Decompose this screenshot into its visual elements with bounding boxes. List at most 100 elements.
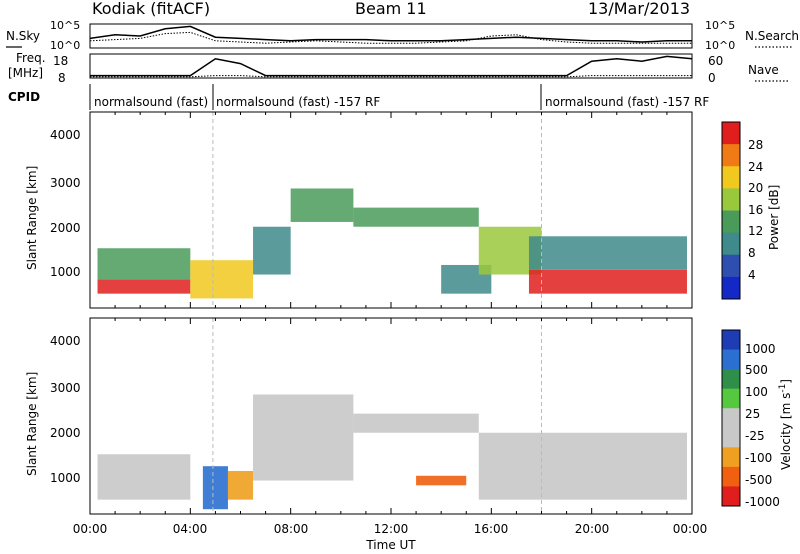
freq-right-tick-top: 60 — [708, 54, 723, 68]
x-axis-label: Time UT — [365, 538, 416, 552]
power-region — [253, 226, 291, 275]
velocity-label-exp: -1 — [778, 384, 788, 393]
freq-label-1: Freq. — [16, 51, 46, 65]
power-colorbar-swatch — [722, 144, 740, 167]
cpid-segment: normalsound (fast) -157 RF — [216, 95, 380, 109]
velocity-cbar-tick: -25 — [745, 429, 765, 443]
freq-label-2: [MHz] — [8, 66, 43, 80]
cpid-segment: normalsound (fast) -157 RF — [545, 95, 709, 109]
power-region — [528, 236, 687, 270]
velocity-colorbar-swatch — [722, 427, 740, 448]
x-tick-label: 08:00 — [274, 522, 309, 536]
nave-label: Nave — [748, 63, 779, 77]
velocity-region — [97, 454, 191, 500]
velocity-label-close: ] — [779, 379, 793, 384]
power-cbar-tick: 8 — [748, 246, 756, 260]
velocity-region — [416, 475, 467, 486]
nsky-trace — [89, 25, 692, 43]
power-region — [290, 188, 354, 222]
velocity-colorbar-swatch — [722, 486, 740, 507]
velocity-region — [478, 432, 687, 500]
noise-panel: N.Sky 10^5 10^0 10^5 10^0 N.Search — [6, 19, 799, 52]
velocity-ytick-label: 4000 — [50, 334, 81, 348]
velocity-colorbar: 1000 500 100 25 -25 -100 -500 -1000 Velo… — [721, 329, 793, 509]
power-ylabel: Slant Range [km] — [25, 166, 39, 270]
x-tick-label: 16:00 — [474, 522, 509, 536]
velocity-cbar-tick: -100 — [745, 451, 772, 465]
power-colorbar-swatches — [722, 122, 740, 300]
freq-left-tick-top: 18 — [53, 54, 68, 68]
velocity-colorbar-label: Velocity [m s-1] — [778, 379, 793, 470]
velocity-marks — [97, 318, 687, 514]
velocity-ytick-label: 2000 — [50, 426, 81, 440]
noise-left-top: 10^5 — [50, 19, 80, 32]
power-colorbar: 28 24 20 16 12 8 4 Power [dB] — [721, 121, 781, 300]
velocity-colorbar-swatch — [722, 330, 740, 351]
velocity-colorbar-swatch — [722, 388, 740, 409]
power-region — [528, 269, 687, 294]
noise-right-top: 10^5 — [705, 19, 735, 32]
freq-frame — [89, 53, 693, 79]
velocity-cbar-tick: 100 — [745, 385, 768, 399]
time-axis: 00:00 04:00 08:00 12:00 16:00 20:00 00:0… — [73, 112, 708, 552]
velocity-cbar-tick: -500 — [745, 473, 772, 487]
power-cbar-tick: 12 — [748, 224, 763, 238]
velocity-ylabel: Slant Range [km] — [25, 372, 39, 476]
power-colorbar-swatch — [722, 232, 740, 256]
x-tick-label: 12:00 — [374, 522, 409, 536]
velocity-region — [353, 413, 479, 433]
power-colorbar-swatch — [722, 122, 740, 145]
x-tick-label: 00:00 — [673, 522, 708, 536]
velocity-ytick-label: 1000 — [50, 471, 81, 485]
beam-title: Beam 11 — [355, 0, 427, 18]
velocity-cbar-tick: 25 — [745, 407, 760, 421]
noise-right-bottom: 10^0 — [705, 39, 735, 52]
power-ytick-label: 3000 — [50, 176, 81, 190]
velocity-colorbar-swatch — [722, 408, 740, 429]
velocity-colorbar-swatches — [722, 330, 740, 507]
power-ytick-label: 4000 — [50, 128, 81, 142]
cpid-row: CPID normalsound (fast) normalsound (fas… — [8, 84, 709, 110]
cpid-label: CPID — [8, 90, 40, 104]
power-cbar-tick: 20 — [748, 181, 763, 195]
cpid-segment: normalsound (fast) — [94, 95, 208, 109]
power-panel: 4000 3000 2000 1000 Slant Range [km] — [25, 111, 693, 309]
nsearch-trace — [89, 31, 692, 44]
power-region — [353, 207, 479, 227]
x-tick-label: 00:00 — [73, 522, 108, 536]
velocity-panel: 4000 3000 2000 1000 Slant Range [km] — [25, 317, 693, 515]
nave-trace — [90, 75, 692, 78]
velocity-cbar-tick: 500 — [745, 363, 768, 377]
velocity-region — [227, 470, 254, 500]
power-cbar-tick: 28 — [748, 138, 763, 152]
noise-left-bottom: 10^0 — [50, 39, 80, 52]
power-colorbar-swatch — [722, 188, 740, 211]
velocity-colorbar-swatch — [722, 369, 740, 390]
power-colorbar-swatch — [722, 210, 740, 234]
velocity-cbar-tick: 1000 — [745, 342, 776, 356]
power-ytick-label: 1000 — [50, 265, 81, 279]
nsky-label: N.Sky — [6, 29, 40, 43]
velocity-label-main: Velocity [m s — [779, 393, 793, 470]
date-title: 13/Mar/2013 — [588, 0, 690, 18]
station-title: Kodiak (fitACF) — [92, 0, 210, 18]
power-cbar-tick: 16 — [748, 203, 763, 217]
velocity-region — [202, 466, 228, 510]
velocity-region — [253, 394, 354, 481]
noise-frame — [89, 23, 693, 49]
velocity-colorbar-frame — [721, 329, 741, 507]
velocity-colorbar-swatch — [722, 349, 740, 370]
power-marks — [97, 112, 687, 308]
velocity-colorbar-swatch — [722, 447, 740, 468]
x-tick-label: 04:00 — [173, 522, 208, 536]
freq-left-tick-bottom: 8 — [58, 71, 66, 85]
x-tick-label: 20:00 — [575, 522, 610, 536]
power-colorbar-label: Power [dB] — [767, 185, 781, 250]
power-cbar-tick: 24 — [748, 160, 763, 174]
freq-right-tick-bottom: 0 — [708, 71, 716, 85]
frequency-trace — [90, 55, 693, 77]
velocity-cbar-tick: -1000 — [745, 495, 780, 509]
power-region — [97, 279, 191, 294]
power-cbar-tick: 4 — [748, 268, 756, 282]
